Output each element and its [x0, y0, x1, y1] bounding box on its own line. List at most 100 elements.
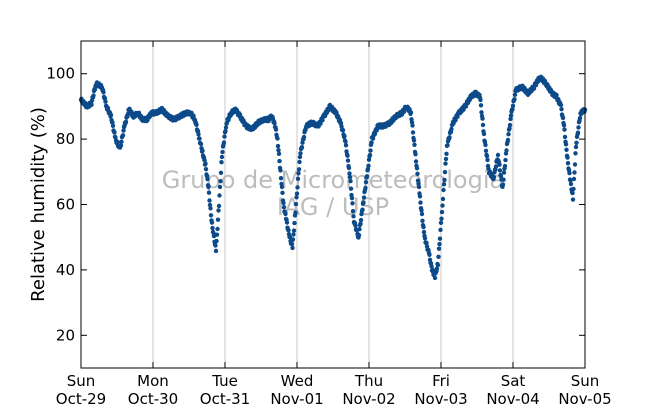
- data-point: [427, 252, 432, 257]
- data-point: [290, 245, 295, 251]
- data-point: [413, 159, 419, 164]
- data-point: [437, 236, 443, 241]
- data-point: [479, 110, 484, 115]
- x-tick-label-date: Oct-29: [56, 390, 106, 408]
- data-point: [343, 143, 349, 148]
- data-point: [508, 113, 514, 118]
- data-point: [112, 130, 117, 135]
- data-point: [441, 182, 447, 187]
- data-point: [296, 167, 302, 172]
- data-point: [484, 153, 490, 159]
- data-point: [348, 186, 354, 191]
- data-point: [500, 182, 506, 187]
- data-point: [572, 170, 577, 175]
- data-point: [505, 137, 511, 143]
- data-point: [350, 209, 356, 214]
- data-point: [345, 153, 350, 158]
- data-point: [480, 122, 486, 128]
- data-point: [436, 246, 442, 251]
- y-tick-label: 80: [56, 130, 75, 148]
- watermark-line-1: Grupo de Micrometeorologia: [162, 166, 504, 194]
- data-point: [439, 209, 445, 215]
- data-point: [275, 143, 281, 149]
- data-point: [215, 217, 221, 222]
- data-point: [435, 262, 441, 268]
- data-point: [219, 154, 225, 160]
- data-point: [334, 110, 339, 115]
- data-point: [289, 242, 295, 247]
- data-point: [102, 96, 108, 101]
- data-point: [281, 200, 286, 206]
- data-point: [218, 179, 223, 184]
- data-point: [372, 131, 378, 137]
- x-tick-label-day: Thu: [354, 372, 383, 390]
- data-point: [347, 171, 352, 176]
- data-point: [438, 220, 444, 225]
- data-point: [421, 229, 427, 235]
- data-point: [218, 170, 224, 175]
- data-point: [272, 121, 277, 126]
- data-point: [418, 200, 423, 205]
- data-point: [205, 176, 210, 182]
- data-point: [121, 128, 126, 133]
- data-point: [565, 155, 570, 160]
- data-point: [364, 174, 370, 179]
- data-point: [200, 148, 205, 153]
- data-point: [293, 210, 298, 215]
- data-point: [437, 241, 442, 247]
- data-point: [410, 123, 415, 128]
- data-point: [208, 206, 213, 211]
- data-point: [219, 160, 224, 165]
- data-point: [194, 122, 199, 128]
- data-point: [441, 187, 446, 193]
- data-point: [276, 151, 282, 156]
- x-tick-label-day: Mon: [137, 372, 169, 390]
- data-point: [275, 136, 280, 141]
- data-point: [198, 141, 204, 147]
- data-point: [413, 152, 418, 157]
- data-point: [443, 161, 448, 166]
- data-point: [567, 170, 572, 176]
- data-point: [222, 134, 227, 139]
- data-point: [206, 184, 211, 190]
- data-points: [78, 74, 588, 281]
- data-point: [420, 218, 425, 223]
- data-point: [339, 124, 344, 129]
- data-point: [203, 161, 208, 166]
- data-point: [445, 143, 450, 148]
- data-point: [118, 143, 124, 148]
- data-point: [294, 191, 300, 196]
- data-point: [367, 152, 373, 158]
- data-point: [416, 184, 422, 190]
- data-point: [480, 116, 485, 121]
- data-point: [340, 128, 346, 133]
- x-tick-label-date: Nov-05: [558, 390, 611, 408]
- data-point: [197, 136, 202, 141]
- x-tick-label-date: Oct-31: [200, 390, 250, 408]
- data-point: [485, 157, 490, 163]
- data-point: [358, 221, 363, 226]
- data-point: [562, 127, 567, 132]
- data-point: [345, 158, 351, 163]
- data-point: [280, 190, 285, 195]
- x-tick-label-day: Fri: [432, 372, 450, 390]
- data-point: [497, 168, 503, 173]
- data-point: [507, 126, 512, 131]
- data-point: [576, 125, 581, 130]
- data-point: [436, 254, 441, 259]
- data-point: [110, 123, 116, 128]
- data-point: [89, 102, 94, 107]
- data-point: [444, 151, 449, 156]
- data-point: [295, 176, 301, 181]
- data-point: [440, 196, 446, 202]
- data-point: [357, 227, 362, 232]
- data-point: [554, 92, 559, 98]
- x-tick-label-date: Nov-01: [270, 390, 323, 408]
- data-point: [338, 120, 344, 126]
- data-point: [434, 266, 440, 271]
- data-point: [411, 138, 417, 143]
- data-point: [574, 140, 579, 145]
- data-point: [560, 115, 566, 121]
- data-point: [108, 112, 114, 118]
